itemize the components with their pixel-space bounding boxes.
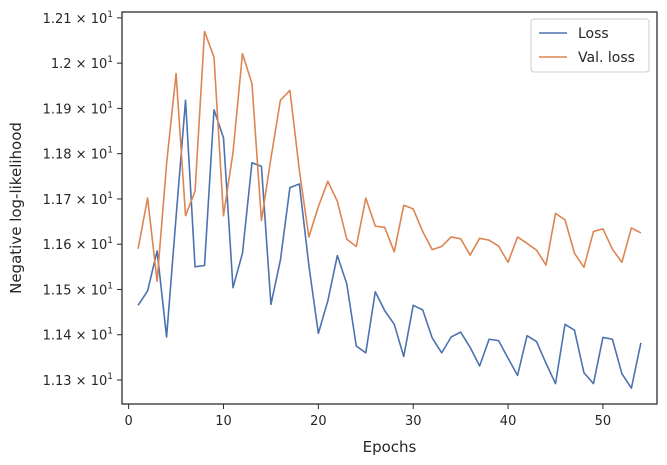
y-tick-base: 10	[91, 238, 108, 253]
x-axis-label: Epochs	[363, 438, 417, 456]
y-tick-label: 1.21 × 101	[43, 10, 113, 27]
x-tick-label: 40	[500, 414, 517, 429]
y-tick-label: 1.17 × 101	[43, 191, 113, 208]
legend-label-1: Val. loss	[578, 50, 635, 66]
legend: Loss Val. loss	[530, 18, 650, 73]
x-tick-label: 50	[595, 414, 612, 429]
y-tick-base: 10	[91, 148, 108, 163]
y-tick-base: 10	[91, 329, 108, 344]
x-axis-ticks: 0 10 20 30 40 50	[124, 404, 611, 429]
y-tick-mantissa: 1.16	[43, 238, 72, 253]
plot-frame	[121, 11, 658, 405]
y-tick-exponent: 1	[107, 372, 113, 382]
y-tick-times: ×	[72, 148, 91, 163]
series-line-0	[137, 99, 642, 389]
x-tick-label: 10	[215, 414, 232, 429]
y-tick-times: ×	[72, 57, 91, 72]
y-tick-base: 10	[91, 102, 108, 117]
y-tick-base: 10	[91, 283, 108, 298]
y-tick-exponent: 1	[107, 191, 113, 201]
y-tick-exponent: 1	[107, 146, 113, 156]
y-tick-times: ×	[72, 238, 91, 253]
y-tick-exponent: 1	[107, 10, 113, 20]
y-tick-times: ×	[72, 329, 91, 344]
legend-label-0: Loss	[578, 26, 609, 42]
y-tick-mantissa: 1.21	[43, 12, 72, 27]
y-tick-times: ×	[72, 283, 91, 298]
plot-area	[122, 12, 657, 404]
y-tick-exponent: 1	[107, 281, 113, 291]
x-tick-label: 20	[310, 414, 327, 429]
y-tick-base: 10	[91, 193, 108, 208]
y-tick-times: ×	[72, 193, 91, 208]
y-tick-exponent: 1	[107, 327, 113, 337]
y-tick-base: 10	[91, 374, 108, 389]
y-tick-label: 1.2 × 101	[51, 55, 113, 72]
x-tick-label: 30	[405, 414, 422, 429]
y-tick-mantissa: 1.2	[51, 57, 72, 72]
y-tick-base: 10	[91, 57, 108, 72]
y-tick-mantissa: 1.17	[43, 193, 72, 208]
y-axis-label: Negative log-likelihood	[7, 122, 25, 294]
y-tick-times: ×	[72, 12, 91, 27]
y-tick-mantissa: 1.18	[43, 148, 72, 163]
y-tick-mantissa: 1.15	[43, 283, 72, 298]
y-tick-label: 1.19 × 101	[43, 100, 113, 117]
x-tick-label: 0	[124, 414, 132, 429]
y-tick-mantissa: 1.19	[43, 102, 72, 117]
y-tick-exponent: 1	[107, 236, 113, 246]
y-tick-times: ×	[72, 374, 91, 389]
y-tick-times: ×	[72, 102, 91, 117]
y-tick-exponent: 1	[107, 55, 113, 65]
y-tick-label: 1.13 × 101	[43, 372, 113, 389]
y-tick-base: 10	[91, 12, 108, 27]
y-tick-label: 1.18 × 101	[43, 146, 113, 163]
y-tick-label: 1.15 × 101	[43, 281, 113, 298]
y-tick-label: 1.16 × 101	[43, 236, 113, 253]
y-tick-exponent: 1	[107, 100, 113, 110]
y-tick-mantissa: 1.14	[43, 329, 72, 344]
series-layer	[137, 30, 642, 389]
series-line-1	[137, 30, 642, 283]
y-tick-mantissa: 1.13	[43, 374, 72, 389]
y-tick-label: 1.14 × 101	[43, 327, 113, 344]
